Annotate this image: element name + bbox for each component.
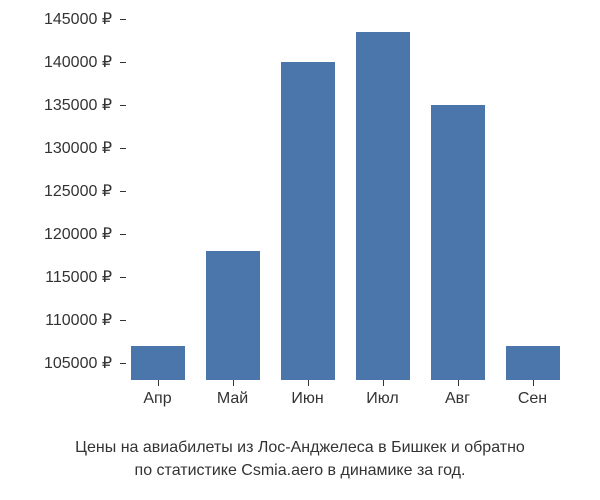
- y-tick-mark: [120, 234, 126, 235]
- y-tick-mark: [120, 19, 126, 20]
- y-tick-label: 145000 ₽: [44, 9, 112, 29]
- bar: [431, 105, 485, 380]
- plot-area: [120, 10, 570, 380]
- y-tick-mark: [120, 191, 126, 192]
- x-axis: Апр Май Июн Июл Авг Сен: [120, 380, 570, 420]
- x-tick-mark: [458, 380, 459, 386]
- x-tick-mark: [308, 380, 309, 386]
- y-tick-label: 120000 ₽: [44, 224, 112, 244]
- y-tick-label: 130000 ₽: [44, 138, 112, 158]
- x-tick-mark: [233, 380, 234, 386]
- y-tick-mark: [120, 62, 126, 63]
- y-tick-mark: [120, 105, 126, 106]
- y-tick-label: 105000 ₽: [44, 353, 112, 373]
- x-tick-label: Сен: [518, 390, 547, 408]
- x-tick-mark: [383, 380, 384, 386]
- caption-line-1: Цены на авиабилеты из Лос-Анджелеса в Би…: [0, 437, 600, 459]
- x-tick-label: Июл: [366, 390, 398, 408]
- caption-line-2: по статистике Csmia.aero в динамике за г…: [0, 460, 600, 482]
- y-tick-mark: [120, 148, 126, 149]
- chart-container: 105000 ₽ 110000 ₽ 115000 ₽ 120000 ₽ 125000 ₽…: [20, 10, 580, 420]
- chart-caption: Цены на авиабилеты из Лос-Анджелеса в Би…: [0, 437, 600, 482]
- x-tick-label: Апр: [143, 390, 171, 408]
- y-axis: 105000 ₽ 110000 ₽ 115000 ₽ 120000 ₽ 125000 ₽…: [20, 10, 120, 380]
- bar: [506, 346, 560, 380]
- y-tick-label: 115000 ₽: [45, 267, 112, 287]
- bar: [281, 62, 335, 380]
- bar: [131, 346, 185, 380]
- y-tick-label: 125000 ₽: [44, 181, 112, 201]
- x-tick-label: Авг: [445, 390, 470, 408]
- y-tick-label: 140000 ₽: [44, 52, 112, 72]
- y-tick-label: 135000 ₽: [44, 95, 112, 115]
- x-tick-mark: [533, 380, 534, 386]
- x-tick-label: Июн: [291, 390, 323, 408]
- y-tick-mark: [120, 277, 126, 278]
- y-tick-label: 110000 ₽: [45, 310, 112, 330]
- bar: [206, 251, 260, 380]
- x-tick-mark: [158, 380, 159, 386]
- y-tick-mark: [120, 363, 126, 364]
- bar: [356, 32, 410, 380]
- y-tick-mark: [120, 320, 126, 321]
- x-tick-label: Май: [217, 390, 248, 408]
